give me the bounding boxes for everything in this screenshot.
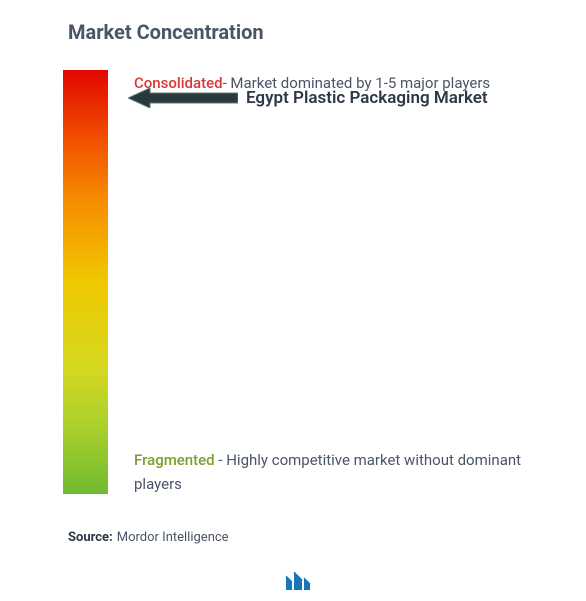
concentration-gradient-bar <box>63 70 108 494</box>
concentration-figure: Market Concentration Consolidated- Marke… <box>0 0 586 601</box>
fragmented-annotation: Fragmented - Highly competitive market w… <box>134 448 566 496</box>
market-name-label: Egypt Plastic Packaging Market <box>246 88 488 108</box>
mordor-logo-icon <box>284 568 320 592</box>
fragmented-label: Fragmented <box>134 451 215 469</box>
source-value: Mordor Intelligence <box>117 530 229 545</box>
source-label: Source: <box>68 530 113 545</box>
source-attribution: Source: Mordor Intelligence <box>68 530 229 545</box>
arrow-left-icon <box>128 88 238 108</box>
chart-title: Market Concentration <box>68 20 264 44</box>
market-pointer-row: Egypt Plastic Packaging Market <box>128 88 488 108</box>
